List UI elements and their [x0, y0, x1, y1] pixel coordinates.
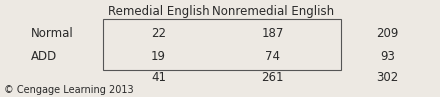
Text: 302: 302: [376, 71, 398, 84]
Bar: [103, 19, 341, 70]
Text: 261: 261: [261, 71, 284, 84]
Text: 187: 187: [262, 27, 284, 40]
Text: 19: 19: [151, 50, 166, 63]
Text: Remedial English: Remedial English: [108, 5, 209, 18]
Text: ADD: ADD: [31, 50, 57, 63]
Text: 74: 74: [265, 50, 280, 63]
Text: © Cengage Learning 2013: © Cengage Learning 2013: [4, 85, 134, 95]
Text: 209: 209: [376, 27, 398, 40]
Text: 22: 22: [151, 27, 166, 40]
Text: 93: 93: [380, 50, 395, 63]
Text: Normal: Normal: [31, 27, 73, 40]
Text: 41: 41: [151, 71, 166, 84]
Text: Nonremedial English: Nonremedial English: [212, 5, 334, 18]
